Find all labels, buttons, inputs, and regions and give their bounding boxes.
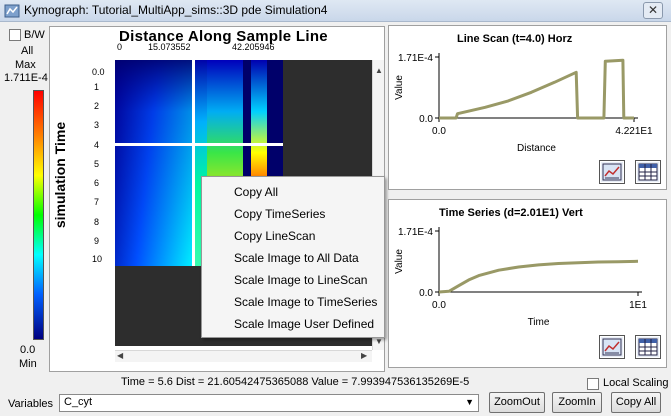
scroll-left-icon[interactable]: ◀ [117, 351, 124, 360]
min-label: Min [19, 358, 37, 370]
bw-checkbox[interactable] [9, 29, 21, 41]
time-cursor-line[interactable] [192, 60, 195, 266]
max-value: 1.711E-4 [4, 72, 48, 84]
horizontal-scrollbar[interactable]: ◀ ▶ [115, 350, 372, 362]
menu-item-copy-all[interactable]: Copy All [234, 185, 279, 199]
y-tick-label: 7 [94, 197, 100, 207]
distance-cursor-line[interactable] [115, 143, 283, 146]
time-series-table-button[interactable] [635, 335, 661, 359]
copy-all-button[interactable]: Copy All [611, 392, 661, 413]
bw-label: B/W [24, 29, 45, 41]
menu-item-copy-linescan[interactable]: Copy LineScan [234, 229, 316, 243]
y-axis-label: Value [394, 249, 405, 274]
table-icon [638, 338, 658, 356]
kymograph-title: Distance Along Sample Line [119, 28, 328, 45]
y-tick-label: 4 [94, 140, 100, 150]
chart-icon [602, 163, 622, 181]
kymograph-y-axis-title: simulation Time [52, 121, 68, 229]
time-series-plot-button[interactable] [599, 335, 625, 359]
all-label: All [21, 45, 34, 57]
y-tick-label: 8 [94, 217, 100, 227]
time-series-panel: Time Series (d=2.01E1) Vert 1.71E-4 0.0 0.… [388, 199, 667, 368]
kymograph-app-icon [4, 4, 20, 18]
x-tick-label: 42.205946 [232, 42, 275, 52]
data-series-line [439, 58, 634, 120]
line-scan-plot: 1.71E-4 0.00.0 4.221E1 Distance Value [394, 53, 653, 154]
menu-item-scale-linescan[interactable]: Scale Image to LineScan [234, 273, 368, 287]
data-series-line [438, 259, 639, 294]
y-tick-label: 0.0 [92, 67, 105, 77]
x-tick-label: 1E1 [629, 300, 647, 311]
cursor-readout: Time = 5.6 Dist = 21.60542475365088 Valu… [121, 376, 470, 388]
y-tick-label: 0.0 [419, 114, 433, 125]
local-scaling-label: Local Scaling [603, 377, 669, 389]
y-axis-label: Value [394, 75, 405, 100]
time-series-title: Time Series (d=2.01E1) Vert [439, 207, 583, 219]
variable-dropdown-value: C_cyt [64, 396, 93, 408]
y-tick-label: 0.0 [419, 288, 433, 299]
menu-item-scale-all-data[interactable]: Scale Image to All Data [234, 251, 359, 265]
menu-item-copy-timeseries[interactable]: Copy TimeSeries [234, 207, 326, 221]
x-axis-label: Distance [517, 143, 556, 154]
table-icon [638, 163, 658, 181]
x-tick-label: 15.073552 [148, 42, 191, 52]
context-menu: Copy All Copy TimeSeries Copy LineScan S… [201, 176, 385, 338]
y-tick-label: 1 [94, 82, 100, 92]
y-tick-label: 9 [94, 236, 100, 246]
scroll-down-icon[interactable]: ▼ [375, 337, 383, 346]
chart-icon [602, 338, 622, 356]
title-bar: Kymograph: Tutorial_MultiApp_sims::3D pd… [0, 0, 671, 22]
menu-item-scale-timeseries[interactable]: Scale Image to TimeSeries [234, 295, 378, 309]
y-tick-label: 2 [94, 101, 100, 111]
color-scale-bar [33, 90, 44, 340]
x-tick-label: 0.0 [432, 126, 446, 137]
max-label: Max [15, 59, 36, 71]
time-series-plot: 1.71E-4 0.00.0 1E1 Time Value [394, 227, 647, 328]
min-value: 0.0 [20, 344, 36, 356]
y-tick-label: 3 [94, 120, 100, 130]
chevron-down-icon[interactable]: ▼ [465, 397, 474, 407]
window-title: Kymograph: Tutorial_MultiApp_sims::3D pd… [24, 3, 328, 17]
menu-item-scale-user-defined[interactable]: Scale Image User Defined [234, 317, 375, 331]
x-tick-label: 0 [117, 42, 123, 52]
line-scan-panel: Line Scan (t=4.0) Horz 1.71E-4 0.0 0.0 4.22… [388, 25, 667, 190]
line-scan-plot-button[interactable] [599, 160, 625, 184]
y-tick-label: 10 [92, 254, 103, 264]
y-tick-label: 1.71E-4 [398, 227, 433, 238]
line-scan-title: Line Scan (t=4.0) Horz [457, 33, 573, 45]
local-scaling-checkbox[interactable] [587, 378, 599, 390]
y-tick-label: 5 [94, 159, 100, 169]
variables-label: Variables [8, 398, 54, 410]
scroll-up-icon[interactable]: ▲ [375, 66, 383, 75]
x-tick-label: 4.221E1 [615, 126, 653, 137]
x-tick-label: 0.0 [432, 300, 446, 311]
x-axis-label: Time [528, 317, 550, 328]
variable-dropdown[interactable]: C_cyt ▼ [59, 394, 479, 412]
zoom-out-button[interactable]: ZoomOut [489, 392, 545, 413]
close-window-button[interactable]: ✕ [643, 2, 663, 19]
line-scan-table-button[interactable] [635, 160, 661, 184]
y-tick-label: 1.71E-4 [398, 53, 433, 64]
scroll-right-icon[interactable]: ▶ [361, 351, 368, 360]
y-tick-label: 6 [94, 178, 100, 188]
zoom-in-button[interactable]: ZoomIn [552, 392, 602, 413]
